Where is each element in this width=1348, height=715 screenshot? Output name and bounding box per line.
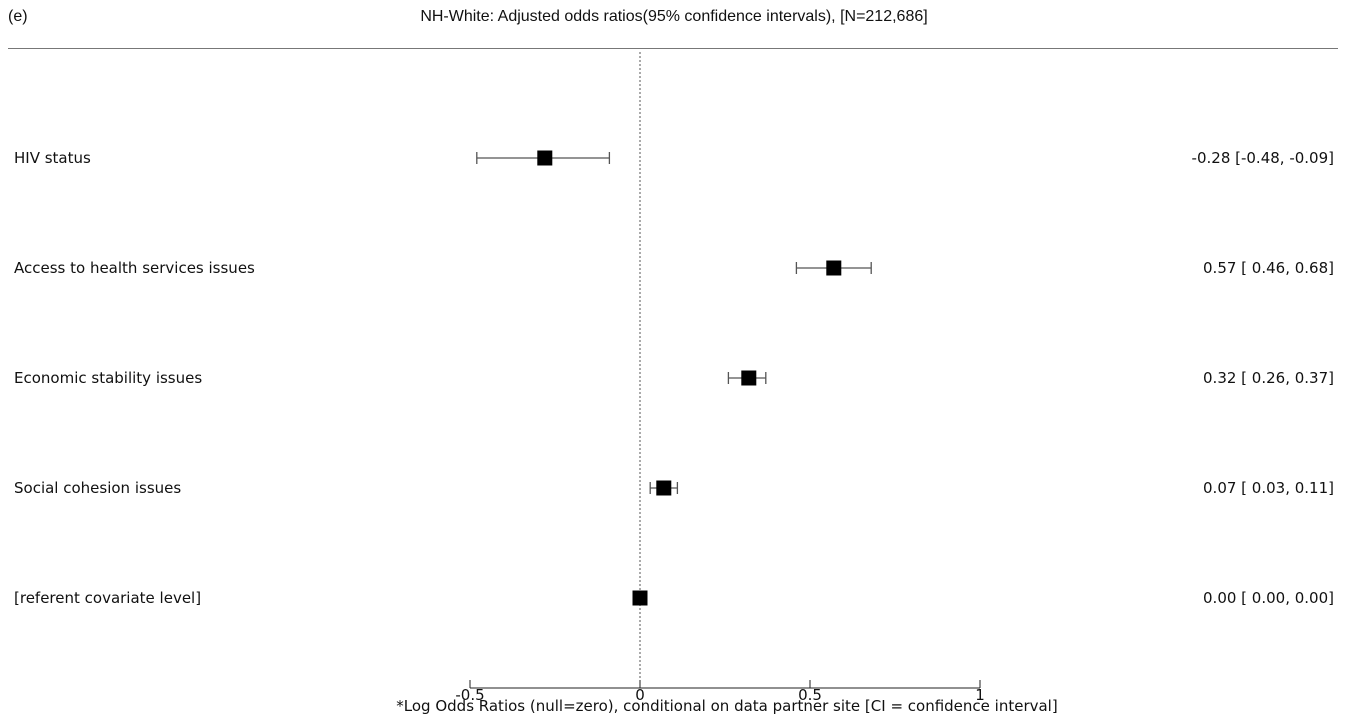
row-label: [referent covariate level]: [14, 589, 201, 607]
title-divider: [8, 48, 1338, 49]
x-tick-label: 1: [975, 686, 985, 704]
point-estimate-marker: [632, 590, 648, 606]
row-label: Social cohesion issues: [14, 479, 181, 497]
forest-row: Access to health services issues 0.57 [ 0…: [14, 259, 1334, 277]
forest-row: Social cohesion issues 0.07 [ 0.03, 0.11]: [14, 479, 1334, 497]
panel-label: (e): [8, 8, 28, 25]
x-tick-label: 0: [635, 686, 645, 704]
forest-row: Economic stability issues 0.32 [ 0.26, 0.…: [14, 369, 1334, 387]
row-estimate-text: 0.00 [ 0.00, 0.00]: [1203, 589, 1334, 607]
rows-group: HIV status -0.28 [-0.48, -0.09] Access to …: [14, 149, 1334, 607]
point-estimate-marker: [537, 150, 553, 166]
x-axis-label: *Log Odds Ratios (null=zero), conditiona…: [396, 697, 1057, 715]
row-estimate-text: -0.28 [-0.48, -0.09]: [1192, 149, 1334, 167]
row-label: Access to health services issues: [14, 259, 255, 277]
point-estimate-marker: [656, 480, 672, 496]
x-tick-label: -0.5: [455, 686, 484, 704]
row-estimate-text: 0.32 [ 0.26, 0.37]: [1203, 369, 1334, 387]
chart-title: NH-White: Adjusted odds ratios(95% confi…: [420, 8, 928, 25]
point-estimate-marker: [826, 260, 842, 276]
row-label: Economic stability issues: [14, 369, 202, 387]
forest-row: [referent covariate level] 0.00 [ 0.00, 0…: [14, 589, 1334, 607]
x-axis: -0.5 0 0.5 1: [455, 680, 985, 704]
row-estimate-text: 0.57 [ 0.46, 0.68]: [1203, 259, 1334, 277]
forest-row: HIV status -0.28 [-0.48, -0.09]: [14, 149, 1334, 167]
point-estimate-marker: [741, 370, 757, 386]
row-label: HIV status: [14, 149, 91, 167]
x-tick-label: 0.5: [798, 686, 822, 704]
row-estimate-text: 0.07 [ 0.03, 0.11]: [1203, 479, 1334, 497]
